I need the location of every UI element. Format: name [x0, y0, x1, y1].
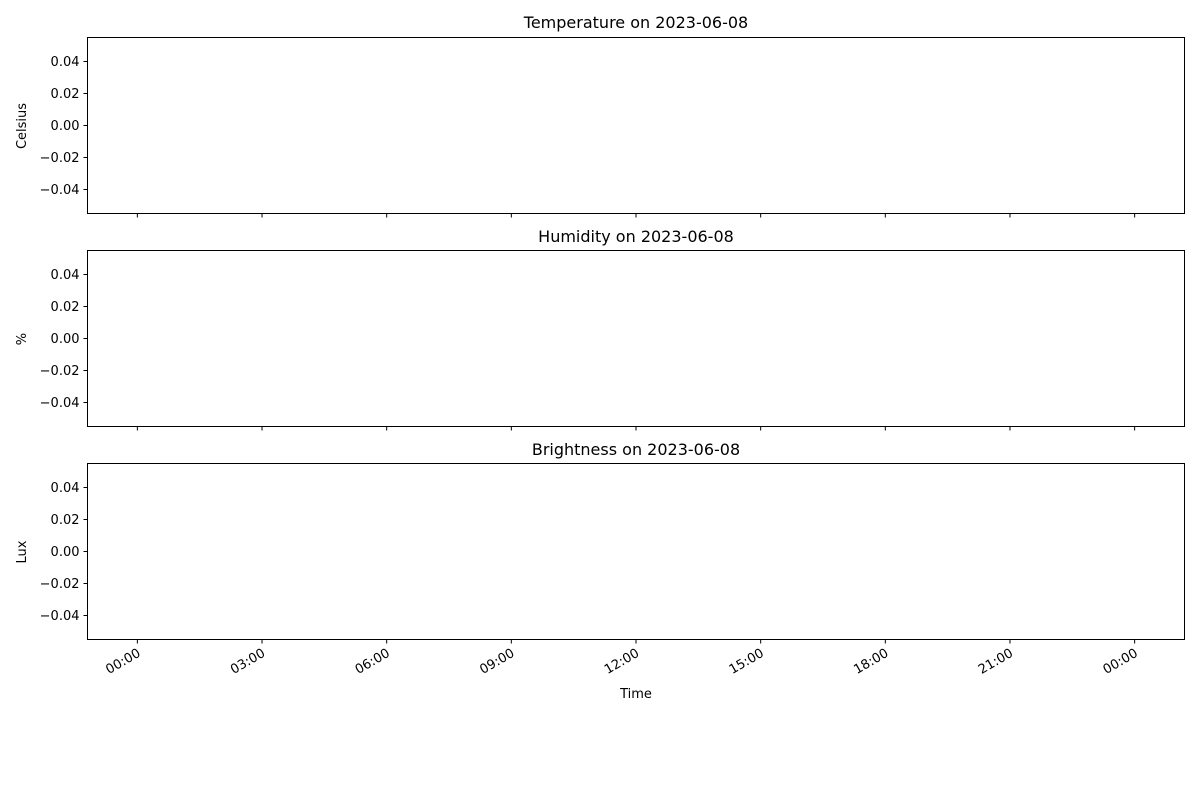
humidity-ylabel: %	[15, 333, 30, 345]
temperature-yticks: 0.04 0.02 0.00 −0.02 −0.04	[40, 55, 88, 198]
brightness-xlabel: Time	[619, 687, 652, 702]
ytick-label: 0.00	[51, 119, 80, 134]
ytick-label: 0.04	[51, 481, 80, 496]
humidity-panel: Humidity on 2023-06-08 % 0.04 0.02 0.00 −0.…	[15, 227, 1185, 431]
temperature-title: Temperature on 2023-06-08	[523, 13, 748, 32]
ytick-label: −0.02	[40, 364, 80, 379]
ytick-label: 0.02	[51, 513, 80, 528]
ytick-label: 0.00	[51, 545, 80, 560]
ytick-label: −0.02	[40, 151, 80, 166]
brightness-ylabel: Lux	[15, 540, 30, 563]
temperature-panel: Temperature on 2023-06-08 Celsius 0.040.…	[15, 13, 1185, 218]
humidity-yticks: 0.04 0.02 0.00 −0.02 −0.04	[40, 268, 88, 411]
temperature-ylabel: Celsius	[15, 103, 30, 149]
humidity-title: Humidity on 2023-06-08	[538, 227, 734, 246]
brightness-title: Brightness on 2023-06-08	[532, 440, 740, 459]
humidity-xticks	[136, 426, 1136, 431]
ytick-label: −0.02	[40, 577, 80, 592]
ytick-label: 0.04	[51, 268, 80, 283]
ytick-label: 0.04	[51, 55, 80, 70]
ytick-label: −0.04	[40, 183, 80, 198]
ytick-label: 0.02	[51, 87, 80, 102]
brightness-yticks: 0.04 0.02 0.00 −0.02 −0.04	[40, 481, 88, 624]
ytick-label: −0.04	[40, 609, 80, 624]
temperature-xticks	[136, 213, 1136, 218]
ytick-label: 0.00	[51, 332, 80, 347]
ytick-label: 0.02	[51, 300, 80, 315]
ytick-label: −0.04	[40, 396, 80, 411]
